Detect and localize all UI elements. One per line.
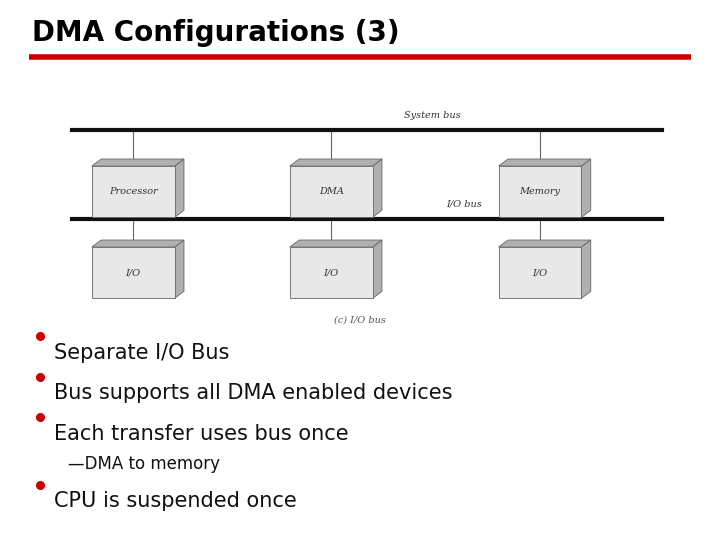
Bar [289,247,373,298]
Text: (c) I/O bus: (c) I/O bus [334,316,386,325]
Bar [92,247,174,298]
Text: Each transfer uses bus once: Each transfer uses bus once [54,424,348,444]
Polygon shape [582,240,590,298]
Bar [92,166,174,217]
Bar [498,166,582,217]
Polygon shape [174,240,184,298]
Polygon shape [498,159,590,166]
Text: DMA Configurations (3): DMA Configurations (3) [32,19,400,47]
Polygon shape [174,159,184,217]
Polygon shape [289,240,382,247]
Text: System bus: System bus [404,111,460,120]
Polygon shape [92,159,184,166]
Polygon shape [582,159,590,217]
Bar [289,166,373,217]
Text: Memory: Memory [520,187,560,196]
Polygon shape [373,240,382,298]
Polygon shape [373,159,382,217]
Polygon shape [289,159,382,166]
Text: Processor: Processor [109,187,158,196]
Text: I/O: I/O [125,268,141,277]
Text: I/O: I/O [532,268,548,277]
Polygon shape [498,240,590,247]
Polygon shape [92,240,184,247]
Text: —DMA to memory: —DMA to memory [68,455,220,473]
Text: Separate I/O Bus: Separate I/O Bus [54,343,230,363]
Text: DMA: DMA [319,187,343,196]
Text: I/O: I/O [323,268,339,277]
Bar [498,247,582,298]
Text: CPU is suspended once: CPU is suspended once [54,491,297,511]
Text: Bus supports all DMA enabled devices: Bus supports all DMA enabled devices [54,383,452,403]
Text: I/O bus: I/O bus [446,200,482,209]
